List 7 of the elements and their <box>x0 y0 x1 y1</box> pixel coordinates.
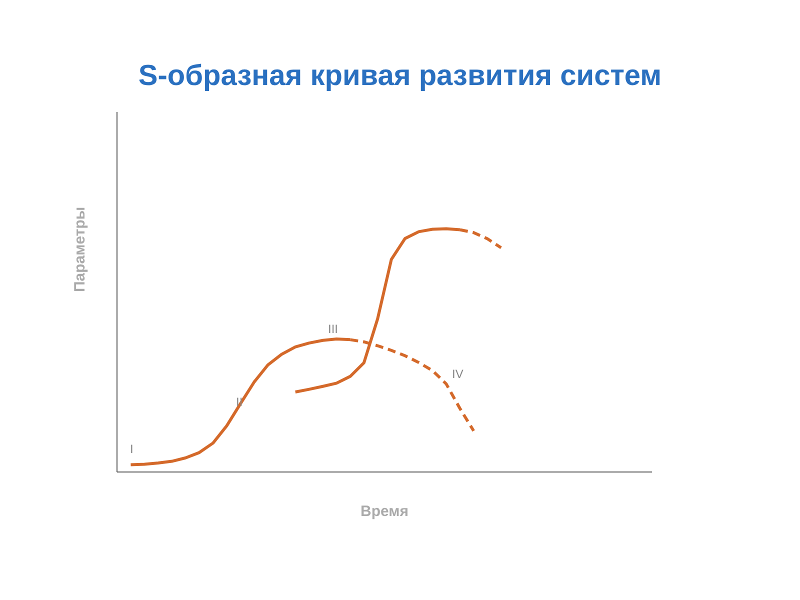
annotation: IV <box>452 367 464 381</box>
annotation: I <box>130 442 134 456</box>
chart-title: S-образная кривая развития систем <box>137 60 663 93</box>
annotation: III <box>328 322 338 336</box>
y-axis-title: Параметры <box>71 206 88 292</box>
x-axis-title: Время <box>360 503 408 520</box>
annotation: II <box>236 395 243 409</box>
